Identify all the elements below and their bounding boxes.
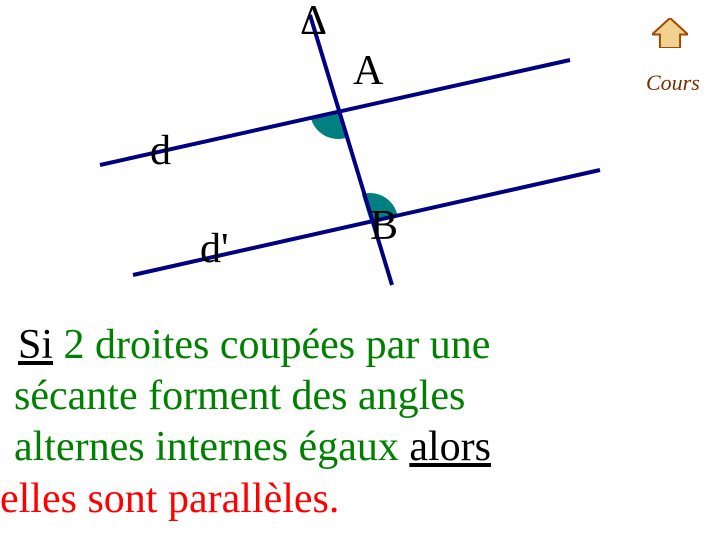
cond-line-2: sécante forment des angles <box>14 373 465 419</box>
theorem-text: Si 2 droites coupées par une sécante for… <box>0 320 720 525</box>
home-icon[interactable] <box>652 18 688 48</box>
word-si: Si <box>18 322 53 368</box>
label-delta: Δ <box>300 0 327 42</box>
cond-line-3: alternes internes égaux <box>14 424 399 470</box>
label-d-prime: d' <box>200 228 229 270</box>
cond-line-1: 2 droites coupées par une <box>64 322 491 368</box>
word-alors: alors <box>409 424 491 470</box>
label-b: B <box>370 205 398 247</box>
conclusion: elles sont parallèles. <box>0 476 339 522</box>
cours-link[interactable]: Cours <box>646 70 700 96</box>
stage: Δ A B d d' Cours Si 2 droites coupées pa… <box>0 0 720 540</box>
label-a: A <box>353 50 383 92</box>
label-d: d <box>150 130 171 172</box>
